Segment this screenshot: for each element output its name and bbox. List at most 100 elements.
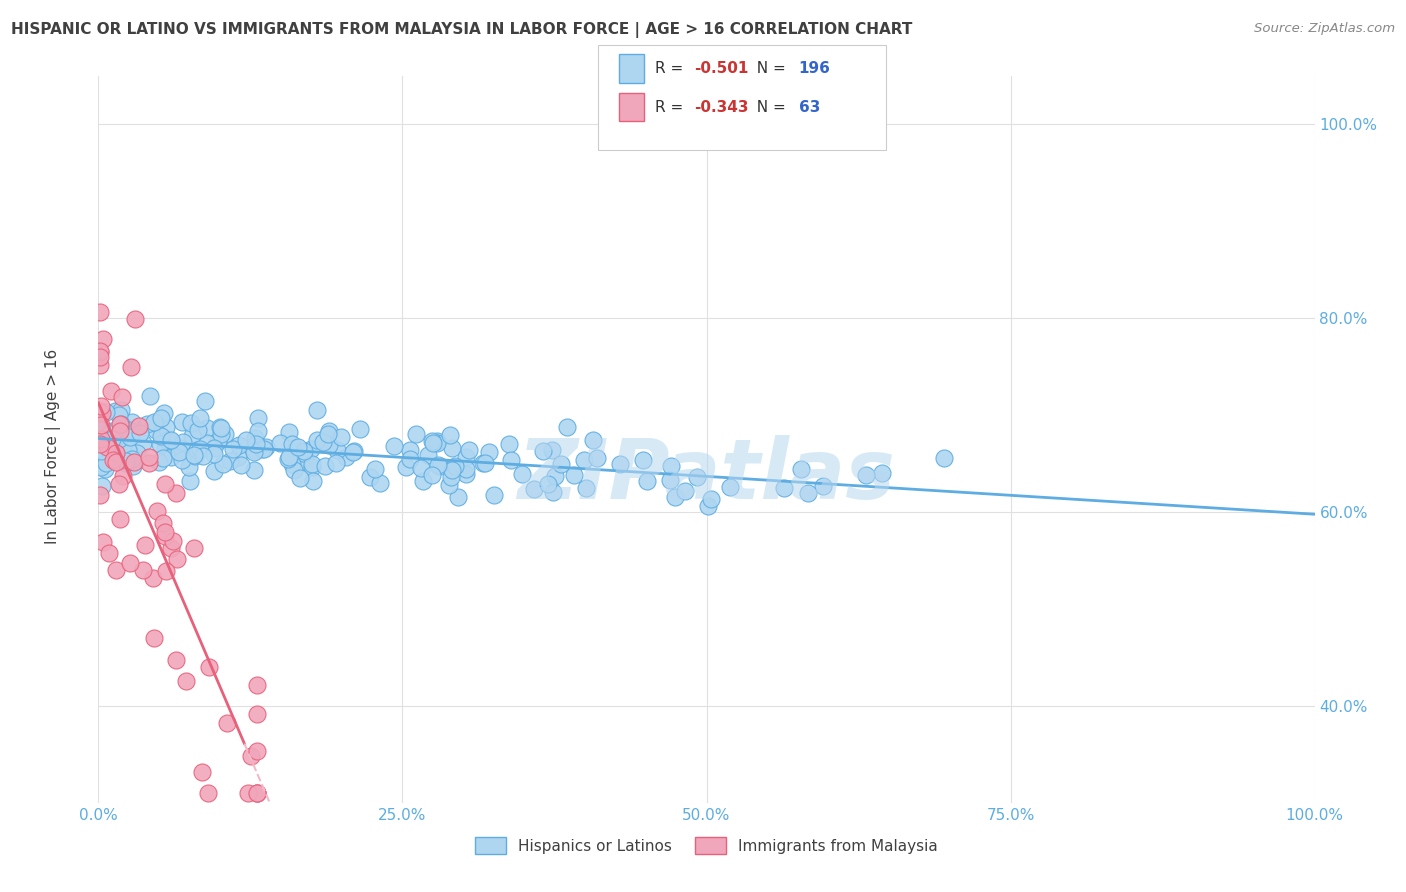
Point — [294, 450, 316, 465]
Point — [290, 455, 312, 469]
Point — [499, 453, 522, 467]
Point — [108, 417, 131, 431]
Point — [226, 450, 249, 464]
Point — [125, 453, 148, 467]
Point — [219, 454, 242, 468]
Point — [250, 442, 273, 456]
Point — [364, 462, 387, 476]
Point — [91, 332, 114, 346]
Point — [609, 458, 631, 472]
Point — [441, 441, 464, 455]
Point — [440, 469, 463, 483]
Point — [104, 403, 127, 417]
Point — [368, 476, 391, 491]
Point — [111, 390, 134, 404]
Point — [301, 460, 323, 475]
Point — [132, 563, 155, 577]
Point — [90, 423, 112, 437]
Point — [243, 442, 266, 457]
Point — [586, 451, 609, 466]
Point — [718, 480, 741, 494]
Point — [121, 451, 143, 466]
Point — [541, 443, 564, 458]
Point — [194, 394, 217, 409]
Point — [349, 422, 371, 436]
Point — [209, 421, 232, 435]
Point — [138, 450, 160, 465]
Point — [243, 463, 266, 477]
Point — [562, 468, 585, 483]
Point — [399, 443, 422, 458]
Point — [160, 450, 183, 465]
Point — [167, 445, 190, 459]
Point — [217, 716, 239, 731]
Point — [305, 402, 328, 417]
Point — [231, 458, 253, 472]
Point — [544, 469, 567, 483]
Point — [90, 438, 112, 452]
Point — [441, 462, 464, 476]
Point — [155, 442, 177, 457]
Point — [179, 474, 201, 488]
Point — [212, 457, 235, 471]
Point — [120, 359, 142, 374]
Point — [152, 450, 174, 465]
Point — [89, 359, 111, 373]
Point — [312, 434, 335, 449]
Point — [97, 546, 120, 560]
Point — [89, 488, 111, 502]
Point — [184, 449, 207, 463]
Point — [90, 443, 112, 458]
Point — [382, 439, 405, 453]
Point — [139, 389, 162, 403]
Point — [269, 436, 291, 450]
Point — [316, 427, 339, 442]
Point — [447, 490, 470, 504]
Point — [165, 485, 187, 500]
Point — [110, 417, 132, 431]
Point — [659, 458, 682, 473]
Point — [245, 786, 267, 800]
Point — [456, 450, 478, 464]
Point — [222, 442, 245, 456]
Point — [91, 479, 114, 493]
Point — [278, 450, 301, 464]
Point — [89, 404, 111, 418]
Point — [283, 463, 305, 477]
Point — [412, 474, 434, 488]
Point — [121, 415, 143, 429]
Point — [439, 428, 461, 442]
Point — [301, 474, 323, 488]
Point — [96, 440, 118, 454]
Point — [101, 453, 124, 467]
Point — [138, 456, 160, 470]
Point — [342, 444, 364, 458]
Point — [550, 457, 572, 471]
Point — [582, 433, 605, 447]
Point — [166, 552, 188, 566]
Point — [155, 528, 177, 542]
Point — [180, 416, 202, 430]
Point — [93, 427, 115, 442]
Point — [195, 421, 218, 435]
Point — [159, 433, 181, 447]
Point — [101, 424, 124, 438]
Point — [197, 786, 219, 800]
Point — [207, 434, 229, 448]
Point — [305, 433, 328, 447]
Point — [636, 475, 658, 489]
Point — [188, 411, 211, 425]
Point — [330, 430, 353, 444]
Point — [422, 436, 444, 450]
Point — [90, 459, 112, 474]
Point — [108, 432, 131, 446]
Point — [90, 399, 112, 413]
Point — [110, 424, 132, 438]
Point — [870, 466, 893, 480]
Point — [91, 406, 114, 420]
Point — [162, 533, 184, 548]
Point — [523, 482, 546, 496]
Point — [204, 464, 226, 478]
Point — [673, 483, 696, 498]
Text: -0.343: -0.343 — [695, 100, 749, 114]
